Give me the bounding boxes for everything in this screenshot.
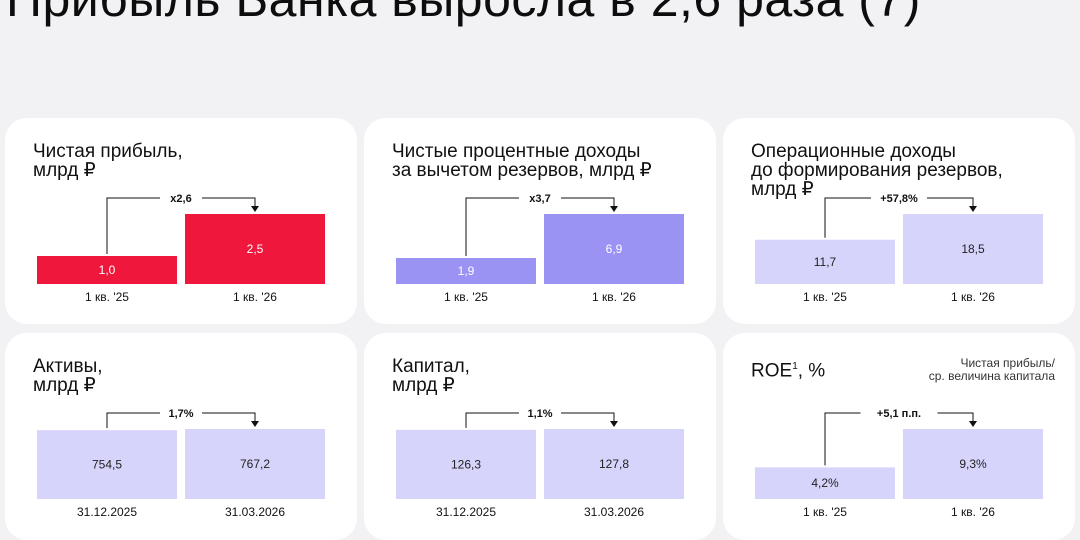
roe-label: ROE	[751, 360, 793, 382]
operating-income-chart: 11,7 1 кв. '25 18,5 1 кв. '26 +57,8%	[755, 190, 1043, 304]
card-title-line: Чистые процентные доходы	[392, 141, 641, 162]
x-axis-label: 31.03.2026	[225, 505, 285, 519]
bar	[37, 430, 177, 499]
card-title-line: Капитал,	[392, 356, 470, 377]
card-title-line: млрд ₽	[33, 160, 96, 181]
note-line: Чистая прибыль/	[960, 356, 1055, 370]
delta-arrow-icon	[251, 421, 259, 427]
bar	[903, 214, 1043, 284]
note-line: ср. величина капитала	[928, 369, 1055, 383]
bar-value-label: 6,9	[606, 242, 623, 256]
capital-chart: 126,3 31.12.2025 127,8 31.03.2026 1,1%	[396, 405, 684, 519]
bar-value-label: 767,2	[240, 457, 270, 471]
bar	[544, 429, 684, 499]
capital-card: Капитал, млрд ₽ 126,3 31.12.2025 127,8 31.0…	[364, 333, 716, 540]
delta-label-bg	[871, 190, 927, 206]
bar-value-label: 127,8	[599, 457, 629, 471]
delta-label-bg	[860, 405, 938, 421]
delta-arrow-icon	[969, 206, 977, 212]
bar-value-label: 126,3	[451, 457, 481, 471]
card-title-line: ROE1, %	[751, 357, 825, 380]
card-title-line: до формирования резервов,	[751, 160, 1003, 181]
delta-label: 1,1%	[527, 408, 552, 420]
bar-value-label: 2,5	[247, 242, 264, 256]
bar-value-label: 1,9	[458, 264, 475, 278]
bar	[755, 467, 895, 499]
x-axis-label: 1 кв. '25	[803, 505, 847, 519]
card-title-line: млрд ₽	[33, 375, 96, 396]
card-title: ROE1, %	[751, 357, 825, 380]
roe-unit: , %	[797, 360, 826, 382]
net-interest-income-chart: 1,9 1 кв. '25 6,9 1 кв. '26 x3,7	[396, 190, 684, 304]
delta-label: 1,7%	[168, 408, 193, 420]
delta-arrow-icon	[610, 421, 618, 427]
x-axis-label: 1 кв. '25	[444, 290, 488, 304]
operating-income-card: Операционные доходы до формирования резе…	[723, 118, 1075, 324]
x-axis-label: 1 кв. '26	[592, 290, 636, 304]
x-axis-label: 1 кв. '26	[233, 290, 277, 304]
roe-formula-note: Чистая прибыль/ ср. величина капитала	[929, 357, 1055, 383]
bar	[396, 429, 536, 499]
page-headline: Прибыль Банка выросла в 2,6 раза (7)	[6, 0, 921, 28]
delta-arrow-icon	[969, 421, 977, 427]
card-title-line: Операционные доходы	[751, 141, 956, 162]
bar	[185, 429, 325, 499]
footnote-marker: 1	[792, 361, 798, 372]
delta-label: x3,7	[529, 193, 550, 205]
assets-card: Активы, млрд ₽ 754,5 31.12.2025 767,2 31.03…	[5, 333, 357, 540]
delta-label-bg	[160, 190, 202, 206]
roe-chart: 4,2% 1 кв. '25 9,3% 1 кв. '26 +5,1 п.п.	[755, 405, 1043, 519]
bar-value-label: 4,2%	[811, 476, 839, 490]
delta-label: +57,8%	[880, 193, 918, 205]
x-axis-label: 31.03.2026	[584, 505, 644, 519]
card-title-line: млрд ₽	[392, 375, 455, 396]
x-axis-label: 31.12.2025	[77, 505, 137, 519]
card-title: Чистые процентные доходы за вычетом резе…	[392, 142, 652, 180]
card-title: Чистая прибыль, млрд ₽	[33, 142, 183, 180]
x-axis-label: 1 кв. '26	[951, 290, 995, 304]
card-title-line: Активы,	[33, 356, 103, 377]
net-interest-income-card: Чистые процентные доходы за вычетом резе…	[364, 118, 716, 324]
delta-label-bg	[160, 405, 202, 421]
card-title-line: млрд ₽	[751, 179, 814, 200]
bar	[185, 214, 325, 284]
x-axis-label: 1 кв. '25	[85, 290, 129, 304]
card-title: Капитал, млрд ₽	[392, 357, 470, 395]
delta-label-bg	[519, 190, 561, 206]
assets-chart: 754,5 31.12.2025 767,2 31.03.2026 1,7%	[37, 405, 325, 519]
card-title-line: за вычетом резервов, млрд ₽	[392, 160, 652, 181]
delta-arrow-icon	[610, 206, 618, 212]
bar-value-label: 1,0	[99, 263, 116, 277]
bar-value-label: 9,3%	[959, 457, 987, 471]
bar	[544, 214, 684, 284]
bar-value-label: 11,7	[814, 255, 837, 269]
delta-arrow-icon	[251, 206, 259, 212]
bar	[37, 256, 177, 284]
bar-value-label: 18,5	[961, 242, 985, 256]
card-title-line: Чистая прибыль,	[33, 141, 183, 162]
x-axis-label: 1 кв. '25	[803, 290, 847, 304]
card-title: Активы, млрд ₽	[33, 357, 103, 395]
bar	[396, 258, 536, 284]
net-profit-card: Чистая прибыль, млрд ₽ 1,0 1 кв. '25 2,5 1 …	[5, 118, 357, 324]
x-axis-label: 31.12.2025	[436, 505, 496, 519]
bar	[755, 239, 895, 284]
bar-value-label: 754,5	[92, 458, 122, 472]
net-profit-chart: 1,0 1 кв. '25 2,5 1 кв. '26 x2,6	[37, 190, 325, 304]
bar	[903, 429, 1043, 499]
delta-label: x2,6	[170, 193, 191, 205]
delta-label-bg	[519, 405, 561, 421]
delta-label: +5,1 п.п.	[877, 408, 921, 420]
roe-card: ROE1, % Чистая прибыль/ ср. величина кап…	[723, 333, 1075, 540]
card-title: Операционные доходы до формирования резе…	[751, 142, 1003, 199]
x-axis-label: 1 кв. '26	[951, 505, 995, 519]
